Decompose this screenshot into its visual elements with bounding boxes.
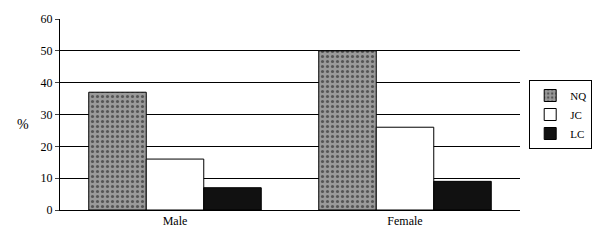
- svg-text:40: 40: [41, 76, 53, 90]
- svg-text:%: %: [17, 117, 29, 132]
- svg-text:10: 10: [41, 171, 53, 185]
- svg-text:Female: Female: [387, 214, 422, 228]
- svg-text:JC: JC: [570, 109, 582, 121]
- svg-text:0: 0: [47, 203, 53, 217]
- svg-text:20: 20: [41, 140, 53, 154]
- svg-text:NQ: NQ: [570, 90, 586, 102]
- svg-text:60: 60: [41, 12, 53, 26]
- svg-text:50: 50: [41, 44, 53, 58]
- svg-text:Male: Male: [163, 214, 188, 228]
- svg-text:30: 30: [41, 108, 53, 122]
- svg-text:LC: LC: [570, 128, 584, 140]
